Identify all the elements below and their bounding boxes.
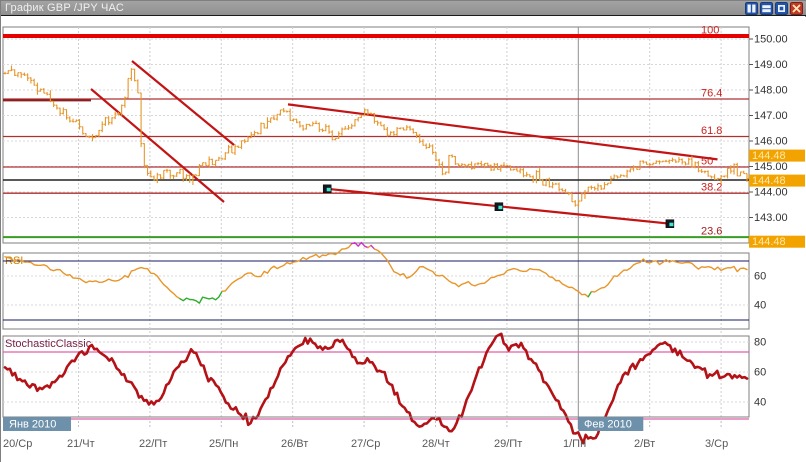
- svg-text:38.2: 38.2: [701, 182, 722, 194]
- svg-text:Янв 2010: Янв 2010: [9, 419, 56, 431]
- svg-text:26/Вт: 26/Вт: [281, 438, 308, 450]
- svg-text:20/Ср: 20/Ср: [3, 438, 32, 450]
- svg-text:3/Ср: 3/Ср: [705, 438, 728, 450]
- svg-text:149.00: 149.00: [754, 59, 788, 71]
- svg-text:1/Пн: 1/Пн: [563, 438, 586, 450]
- svg-text:22/Пт: 22/Пт: [139, 438, 167, 450]
- svg-text:29/Пт: 29/Пт: [494, 438, 522, 450]
- svg-text:40: 40: [754, 300, 766, 312]
- svg-text:2/Вт: 2/Вт: [634, 438, 655, 450]
- svg-text:60: 60: [754, 271, 766, 283]
- svg-text:144.48: 144.48: [752, 236, 786, 248]
- svg-text:23.6: 23.6: [701, 226, 722, 238]
- svg-text:27/Ср: 27/Ср: [351, 438, 380, 450]
- svg-text:144.00: 144.00: [754, 187, 788, 199]
- svg-text:145.00: 145.00: [754, 161, 788, 173]
- svg-text:144.48: 144.48: [752, 150, 786, 162]
- svg-text:144.48: 144.48: [752, 175, 786, 187]
- svg-text:21/Чт: 21/Чт: [67, 438, 95, 450]
- svg-text:28/Чт: 28/Чт: [422, 438, 450, 450]
- svg-text:150.00: 150.00: [754, 34, 788, 46]
- svg-text:146.00: 146.00: [754, 136, 788, 148]
- svg-text:80: 80: [754, 337, 766, 349]
- svg-text:148.00: 148.00: [754, 85, 788, 97]
- svg-text:61.8: 61.8: [701, 125, 722, 137]
- svg-text:147.00: 147.00: [754, 110, 788, 122]
- svg-text:25/Пн: 25/Пн: [209, 438, 238, 450]
- svg-text:143.00: 143.00: [754, 212, 788, 224]
- svg-text:Фев 2010: Фев 2010: [584, 419, 632, 431]
- svg-text:40: 40: [754, 397, 766, 409]
- svg-text:76.4: 76.4: [701, 88, 722, 100]
- svg-text:60: 60: [754, 367, 766, 379]
- svg-text:StochasticClassic: StochasticClassic: [5, 338, 92, 350]
- svg-text:100: 100: [701, 25, 719, 37]
